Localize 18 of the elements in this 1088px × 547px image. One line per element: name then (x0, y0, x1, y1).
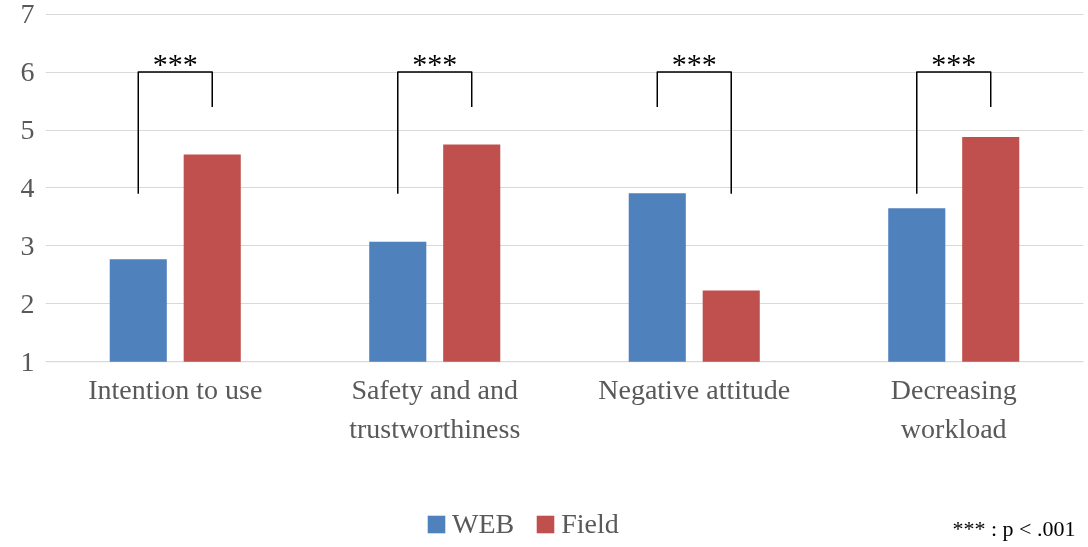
y-tick-label: 5 (20, 114, 35, 146)
y-tick-label: 4 (20, 171, 35, 203)
legend-label: Field (561, 508, 619, 540)
text: *** : p < .001 (952, 515, 1076, 541)
y-tick-label: 1 (20, 345, 35, 377)
annotation: *** (671, 47, 717, 81)
y-tick-label: 6 (20, 56, 35, 88)
annotation: *** (152, 47, 198, 81)
x-tick-label: Decreasing workload (890, 373, 1017, 444)
annotation: *** (412, 47, 458, 81)
legend-label: WEB (452, 508, 515, 540)
y-tick-label: 7 (20, 0, 35, 30)
y-tick-label: 3 (20, 229, 35, 261)
x-tick-label: Safety and and trustworthiness (349, 373, 521, 444)
annotation: *** (931, 47, 977, 81)
x-tick-label: Negative attitude (598, 373, 791, 405)
x-tick-label: Intention to use (88, 373, 263, 405)
y-tick-label: 2 (20, 287, 35, 319)
